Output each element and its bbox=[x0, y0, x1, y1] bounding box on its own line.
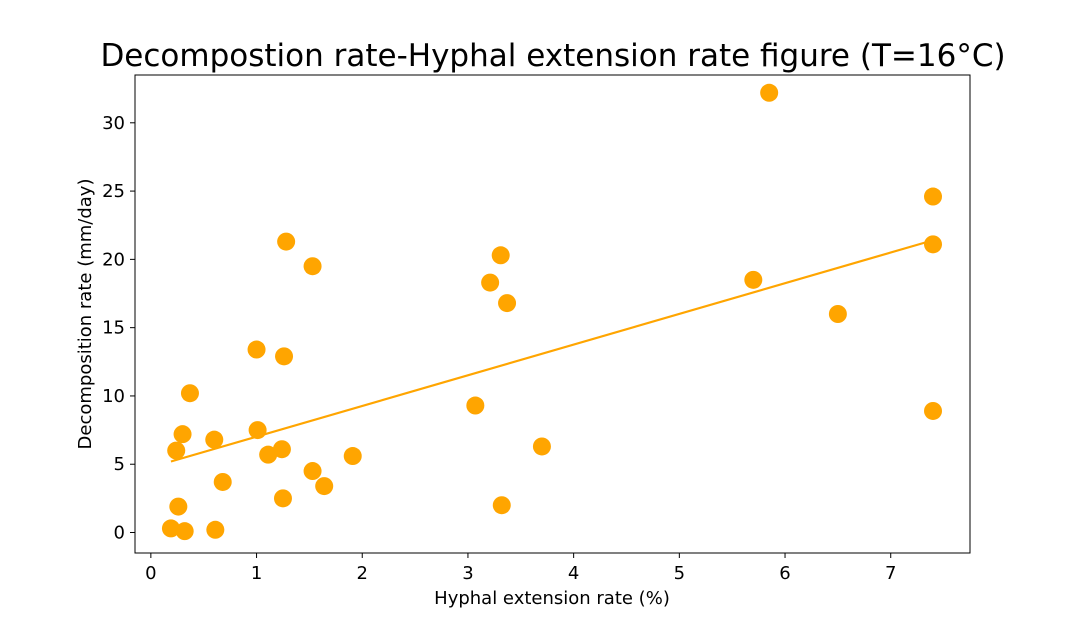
data-point bbox=[259, 445, 278, 464]
data-point bbox=[303, 462, 322, 481]
data-point bbox=[498, 294, 517, 313]
y-tick-label: 15 bbox=[102, 318, 125, 339]
x-tick-label: 6 bbox=[779, 563, 790, 584]
data-point bbox=[744, 270, 763, 289]
plot-frame bbox=[134, 74, 971, 554]
data-point bbox=[343, 447, 362, 466]
data-point bbox=[277, 232, 296, 251]
y-tick-label: 0 bbox=[114, 523, 125, 544]
data-point bbox=[532, 437, 551, 456]
data-point bbox=[466, 396, 485, 415]
data-point bbox=[481, 273, 500, 292]
data-point bbox=[167, 441, 186, 460]
data-point bbox=[924, 187, 943, 206]
chart-title: Decompostion rate-Hyphal extension rate … bbox=[100, 38, 1005, 74]
data-point bbox=[924, 235, 943, 254]
data-point bbox=[315, 477, 334, 496]
y-tick-label: 5 bbox=[114, 454, 125, 475]
data-point bbox=[492, 496, 511, 515]
trendline bbox=[170, 239, 934, 463]
y-axis-label: Decomposition rate (mm/day) bbox=[75, 179, 96, 450]
data-point bbox=[180, 384, 199, 403]
x-tick-label: 0 bbox=[145, 563, 156, 584]
data-point bbox=[175, 522, 194, 541]
data-point bbox=[273, 489, 292, 508]
plot-area bbox=[134, 74, 971, 554]
x-axis-label: Hyphal extension rate (%) bbox=[434, 588, 670, 609]
data-point bbox=[303, 257, 322, 276]
trendline-group bbox=[170, 239, 934, 463]
x-tick-label: 3 bbox=[462, 563, 473, 584]
x-axis: 0 1 2 3 4 5 6 7 bbox=[145, 553, 896, 584]
data-point bbox=[173, 425, 192, 444]
data-point bbox=[491, 246, 510, 265]
x-tick-label: 5 bbox=[674, 563, 685, 584]
data-point bbox=[206, 520, 225, 539]
x-tick-label: 1 bbox=[251, 563, 262, 584]
data-point bbox=[213, 472, 232, 491]
data-point bbox=[161, 519, 180, 538]
data-point bbox=[205, 430, 224, 449]
data-point bbox=[248, 421, 267, 440]
y-axis: 0 5 10 15 20 25 30 bbox=[102, 113, 135, 544]
data-point bbox=[169, 497, 188, 516]
data-points bbox=[161, 83, 943, 541]
y-tick-label: 30 bbox=[102, 113, 125, 134]
data-point bbox=[275, 347, 294, 366]
y-tick-label: 20 bbox=[102, 249, 125, 270]
y-tick-label: 10 bbox=[102, 386, 125, 407]
data-point bbox=[272, 440, 291, 459]
y-tick-label: 25 bbox=[102, 181, 125, 202]
data-point bbox=[924, 401, 943, 420]
x-tick-label: 4 bbox=[568, 563, 579, 584]
data-point bbox=[828, 305, 847, 323]
data-point bbox=[760, 83, 779, 102]
data-point bbox=[247, 340, 266, 359]
x-tick-label: 2 bbox=[357, 563, 368, 584]
x-tick-label: 7 bbox=[885, 563, 896, 584]
